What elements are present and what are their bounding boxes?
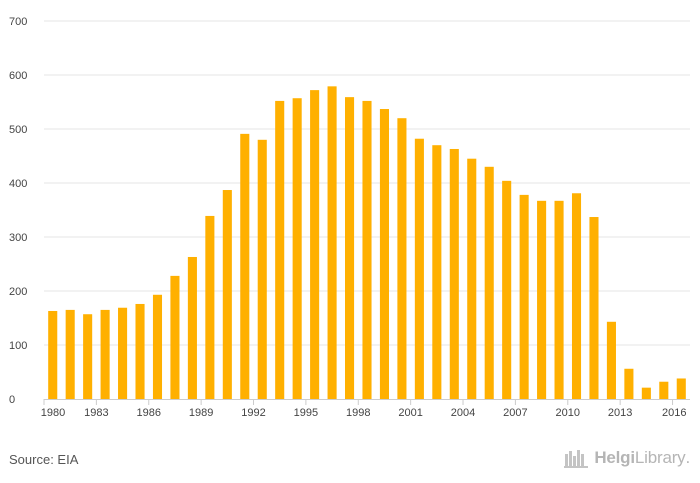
bar[interactable] <box>327 86 337 399</box>
x-tick-label: 2013 <box>608 407 632 419</box>
x-tick-label: 1992 <box>241 407 265 419</box>
bar[interactable] <box>397 118 407 399</box>
axes: 0 100 200 300 400 500 600 700 1980 1983 1986 1989 19… <box>9 16 690 419</box>
x-tick-label: 2016 <box>662 407 686 419</box>
bar[interactable] <box>659 381 669 399</box>
bar[interactable] <box>641 387 651 399</box>
y-tick-label: 500 <box>9 124 27 136</box>
y-tick-label: 400 <box>9 178 27 190</box>
x-tick-label: 1998 <box>346 407 370 419</box>
x-tick-label: 1995 <box>294 407 318 419</box>
bar[interactable] <box>257 139 267 400</box>
bar[interactable] <box>345 97 355 399</box>
bar[interactable] <box>484 166 494 399</box>
bar[interactable] <box>676 378 686 399</box>
bar[interactable] <box>414 138 424 399</box>
helgi-library-logo[interactable]: Helgi Library. <box>564 448 690 468</box>
bar[interactable] <box>187 256 197 399</box>
bar[interactable] <box>48 310 58 399</box>
bar[interactable] <box>362 100 372 400</box>
bar[interactable] <box>240 133 250 400</box>
y-tick-label: 600 <box>9 70 27 82</box>
x-tick-label: 1980 <box>41 407 65 419</box>
bar[interactable] <box>83 314 93 399</box>
y-tick-label: 200 <box>9 286 27 298</box>
library-icon <box>564 450 589 468</box>
source-label: Source: EIA <box>9 452 79 467</box>
x-tick-label: 1983 <box>84 407 108 419</box>
x-tick-label: 1986 <box>137 407 161 419</box>
bar[interactable] <box>292 98 302 399</box>
bar[interactable] <box>519 194 529 399</box>
bar[interactable] <box>275 100 285 400</box>
y-tick-label: 300 <box>9 232 27 244</box>
bar[interactable] <box>65 309 75 399</box>
bar[interactable] <box>449 148 459 399</box>
bar[interactable] <box>152 294 163 399</box>
x-tick-label: 2010 <box>556 407 580 419</box>
bar[interactable] <box>135 303 145 399</box>
bar-chart: 0 100 200 300 400 500 600 700 1980 1983 1986 1989 19… <box>9 16 690 419</box>
bar[interactable] <box>606 321 616 399</box>
bar[interactable] <box>589 217 599 399</box>
brand-name-part1: Helgi <box>594 448 635 467</box>
x-tick-label: 2004 <box>451 407 475 419</box>
bar[interactable] <box>100 309 110 399</box>
y-tick-label: 700 <box>9 16 27 28</box>
bar[interactable] <box>118 307 128 399</box>
chart-footer: Source: EIA Helgi Library. <box>0 440 700 483</box>
x-tick-label: 1989 <box>189 407 213 419</box>
bar[interactable] <box>310 90 320 400</box>
brand-suffix: . <box>685 448 690 467</box>
bar[interactable] <box>624 368 634 399</box>
bar[interactable] <box>222 190 232 399</box>
bar[interactable] <box>467 158 477 399</box>
bar[interactable] <box>502 180 512 399</box>
bar[interactable] <box>205 215 215 399</box>
bar[interactable] <box>170 275 180 399</box>
bar[interactable] <box>379 109 389 400</box>
brand-name-part2: Library <box>634 448 686 467</box>
x-tick-label: 2007 <box>503 407 527 419</box>
bar[interactable] <box>571 193 582 399</box>
x-tick-label: 2001 <box>398 407 422 419</box>
bar[interactable] <box>537 200 547 399</box>
y-tick-label: 0 <box>9 394 15 406</box>
bar[interactable] <box>554 200 564 399</box>
y-tick-label: 100 <box>9 340 27 352</box>
bars <box>48 86 686 400</box>
bar[interactable] <box>432 145 442 399</box>
